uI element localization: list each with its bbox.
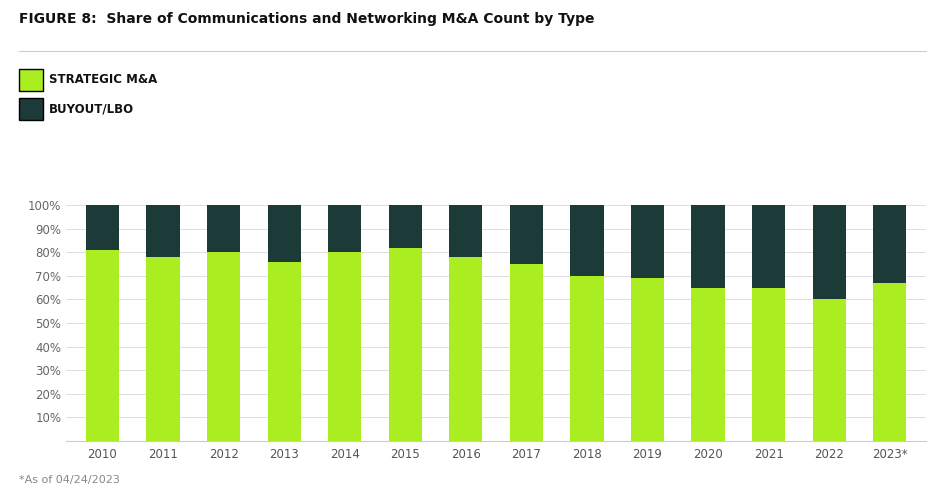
- Text: STRATEGIC M&A: STRATEGIC M&A: [49, 73, 158, 86]
- Bar: [751, 288, 784, 441]
- Bar: [388, 205, 421, 247]
- Bar: [509, 264, 543, 441]
- Bar: [207, 252, 240, 441]
- Bar: [267, 262, 300, 441]
- Bar: [812, 205, 845, 299]
- Bar: [207, 205, 240, 252]
- Bar: [448, 257, 482, 441]
- Bar: [146, 257, 179, 441]
- Bar: [388, 247, 421, 441]
- Bar: [86, 205, 119, 250]
- Bar: [631, 205, 664, 278]
- Bar: [691, 288, 724, 441]
- Text: BUYOUT/LBO: BUYOUT/LBO: [49, 102, 134, 115]
- Bar: [448, 205, 482, 257]
- Bar: [86, 250, 119, 441]
- Bar: [631, 278, 664, 441]
- Bar: [812, 299, 845, 441]
- Text: *As of 04/24/2023: *As of 04/24/2023: [19, 475, 120, 485]
- Bar: [146, 205, 179, 257]
- Bar: [570, 276, 603, 441]
- Bar: [328, 205, 361, 252]
- Bar: [872, 205, 905, 283]
- Bar: [872, 283, 905, 441]
- Bar: [267, 205, 300, 262]
- Text: FIGURE 8:  Share of Communications and Networking M&A Count by Type: FIGURE 8: Share of Communications and Ne…: [19, 12, 594, 26]
- Bar: [509, 205, 543, 264]
- Bar: [570, 205, 603, 276]
- Bar: [691, 205, 724, 288]
- Bar: [328, 252, 361, 441]
- Bar: [751, 205, 784, 288]
